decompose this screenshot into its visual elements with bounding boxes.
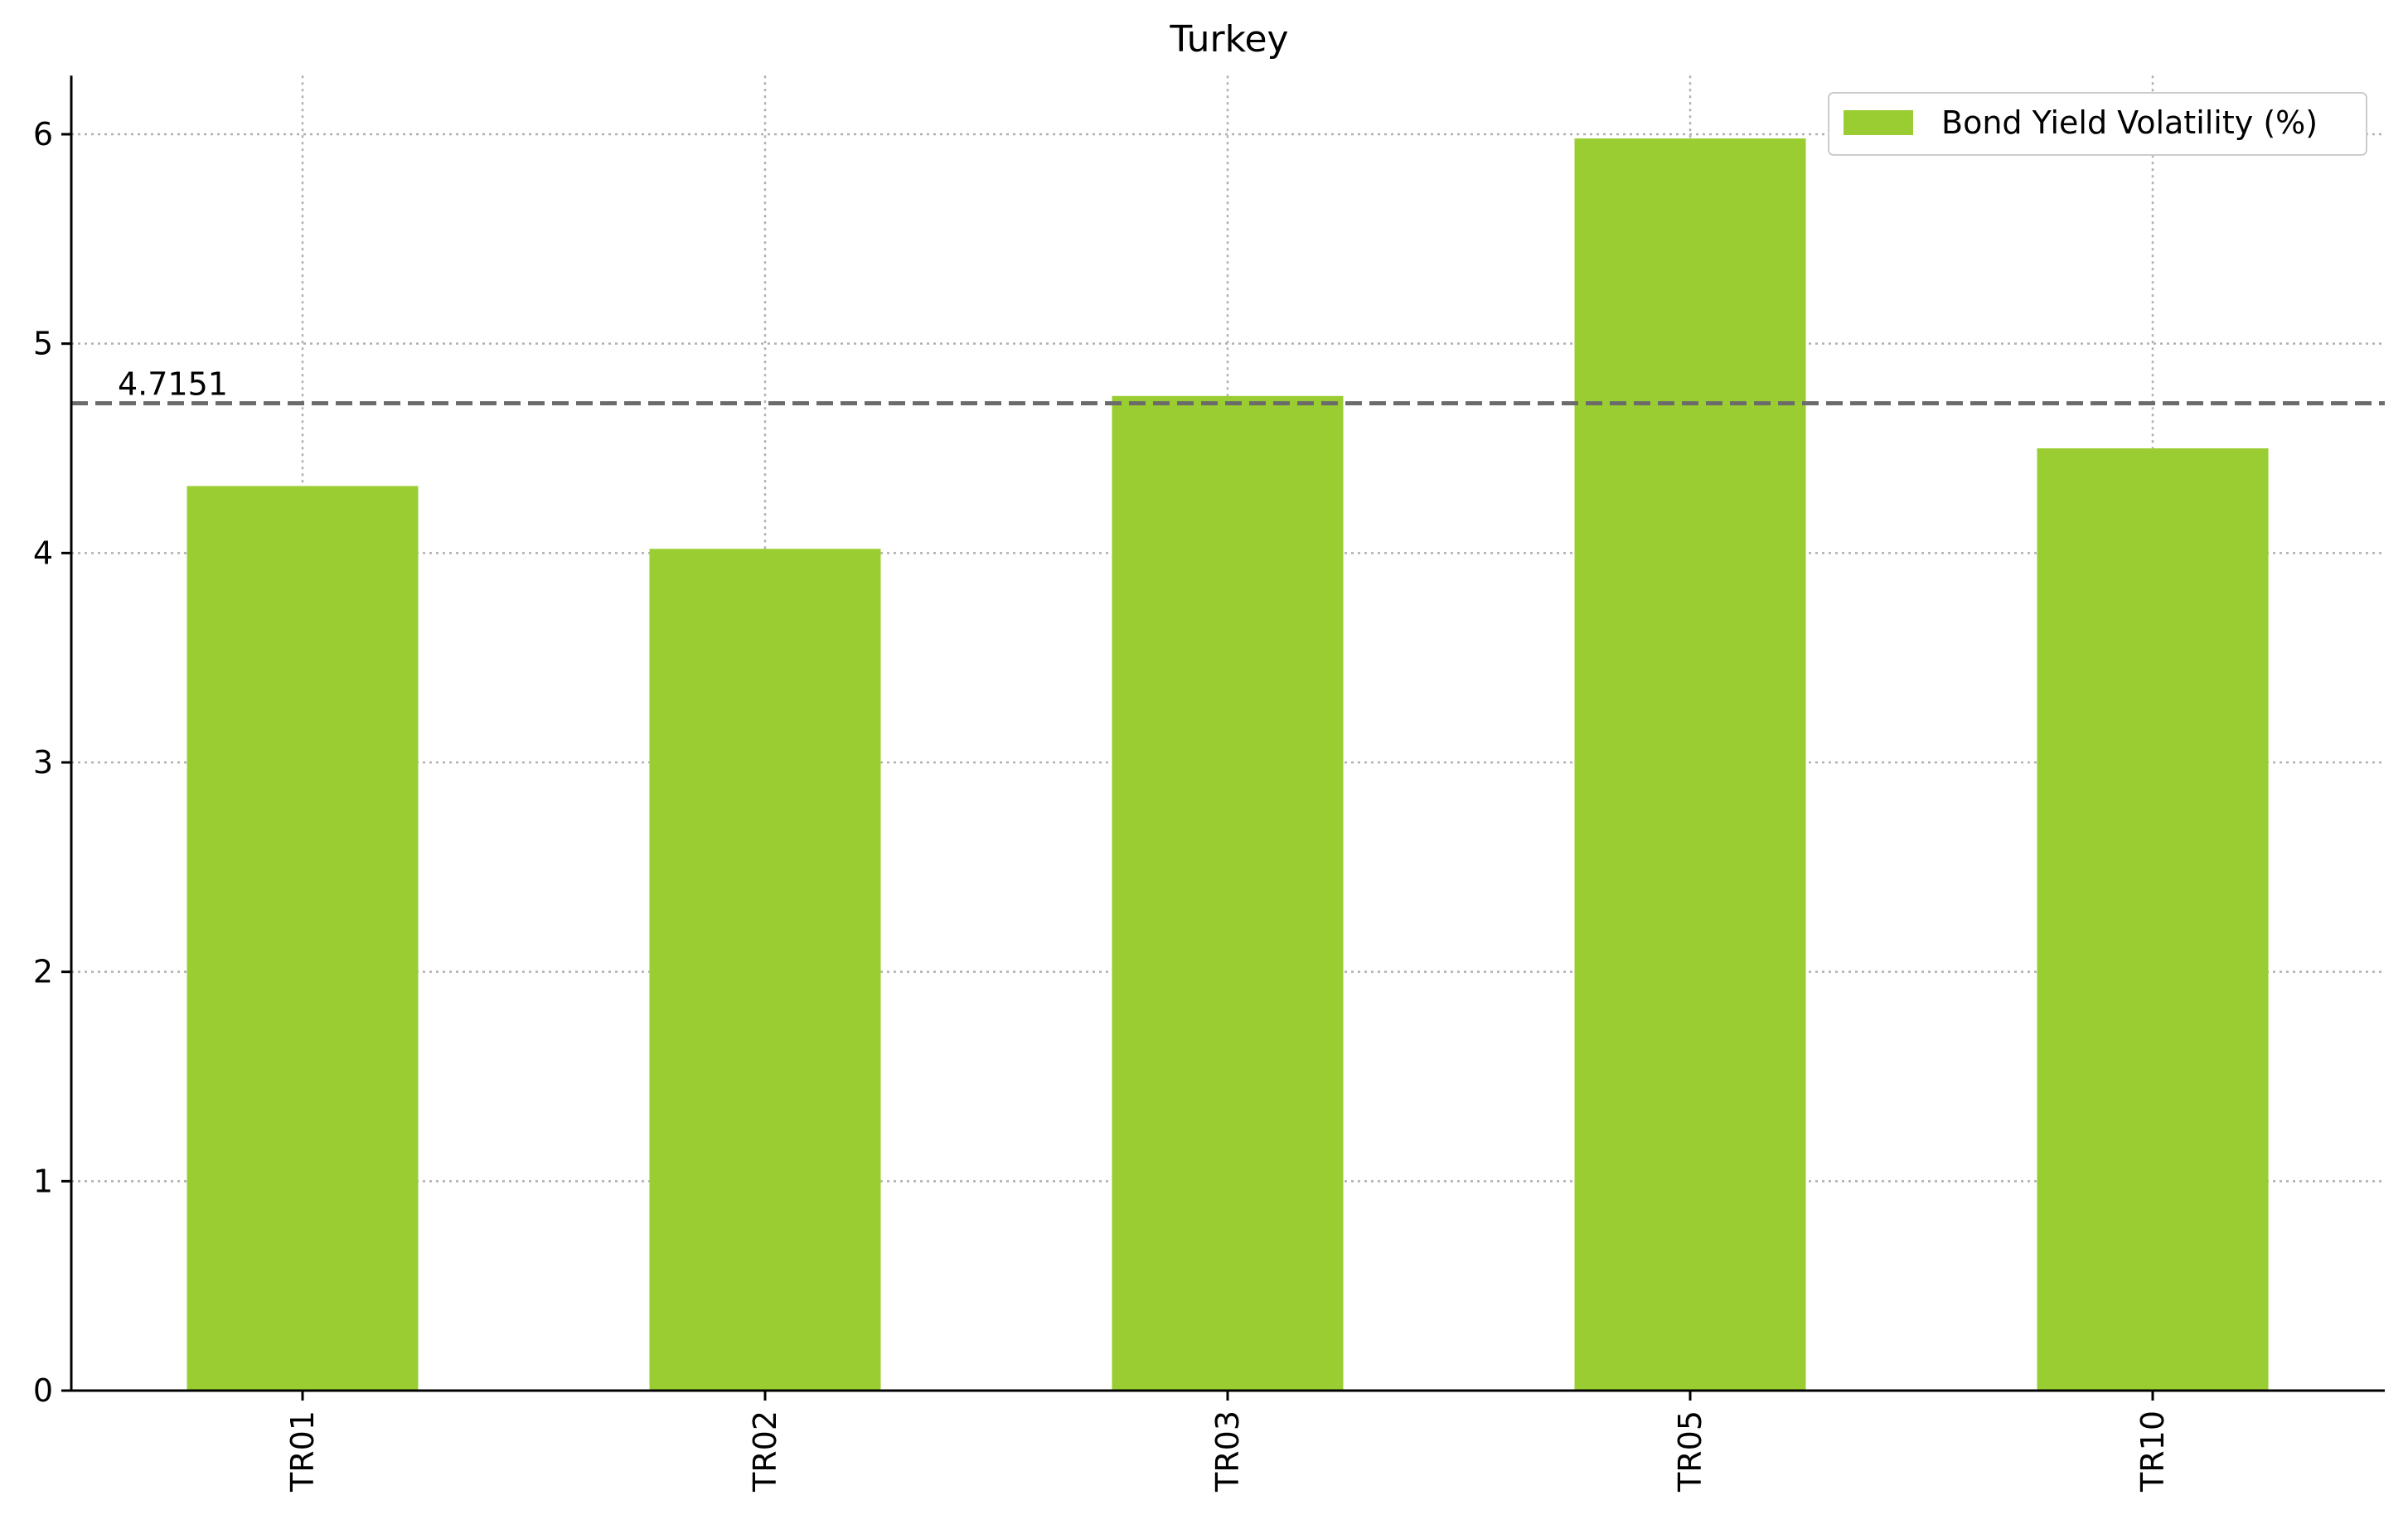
bars (187, 138, 2269, 1391)
y-tick-label: 1 (33, 1163, 53, 1199)
x-tick-label: TR01 (284, 1410, 321, 1493)
reference-line-group: 4.7151 (71, 366, 2385, 406)
bar-tr02 (649, 549, 881, 1391)
x-tick-label: TR05 (1672, 1410, 1708, 1493)
x-tick-label: TR10 (2134, 1410, 2171, 1493)
legend-swatch (1844, 110, 1913, 135)
bar-tr10 (2037, 448, 2269, 1391)
legend: Bond Yield Volatility (%) (1828, 92, 2367, 156)
bar-tr05 (1574, 138, 1806, 1391)
bar-tr03 (1112, 395, 1344, 1391)
y-tick-label: 4 (33, 535, 53, 571)
mean-reference-label: 4.7151 (118, 366, 228, 403)
y-tick-label: 3 (33, 744, 53, 781)
legend-label: Bond Yield Volatility (%) (1941, 104, 2318, 141)
x-tick-label: TR02 (747, 1410, 783, 1493)
x-tick-label: TR03 (1209, 1410, 1246, 1493)
chart-title: Turkey (1169, 18, 1288, 60)
legend-box (1828, 92, 2367, 156)
y-tick-label: 0 (33, 1372, 53, 1409)
bar-tr01 (187, 486, 419, 1391)
x-axis-ticks: TR01 TR02 TR03 TR05 TR10 (284, 1391, 2171, 1493)
y-axis-ticks: 0 1 2 3 4 5 6 (33, 116, 71, 1409)
y-tick-label: 5 (33, 326, 53, 362)
y-tick-label: 2 (33, 954, 53, 990)
y-tick-label: 6 (33, 116, 53, 152)
